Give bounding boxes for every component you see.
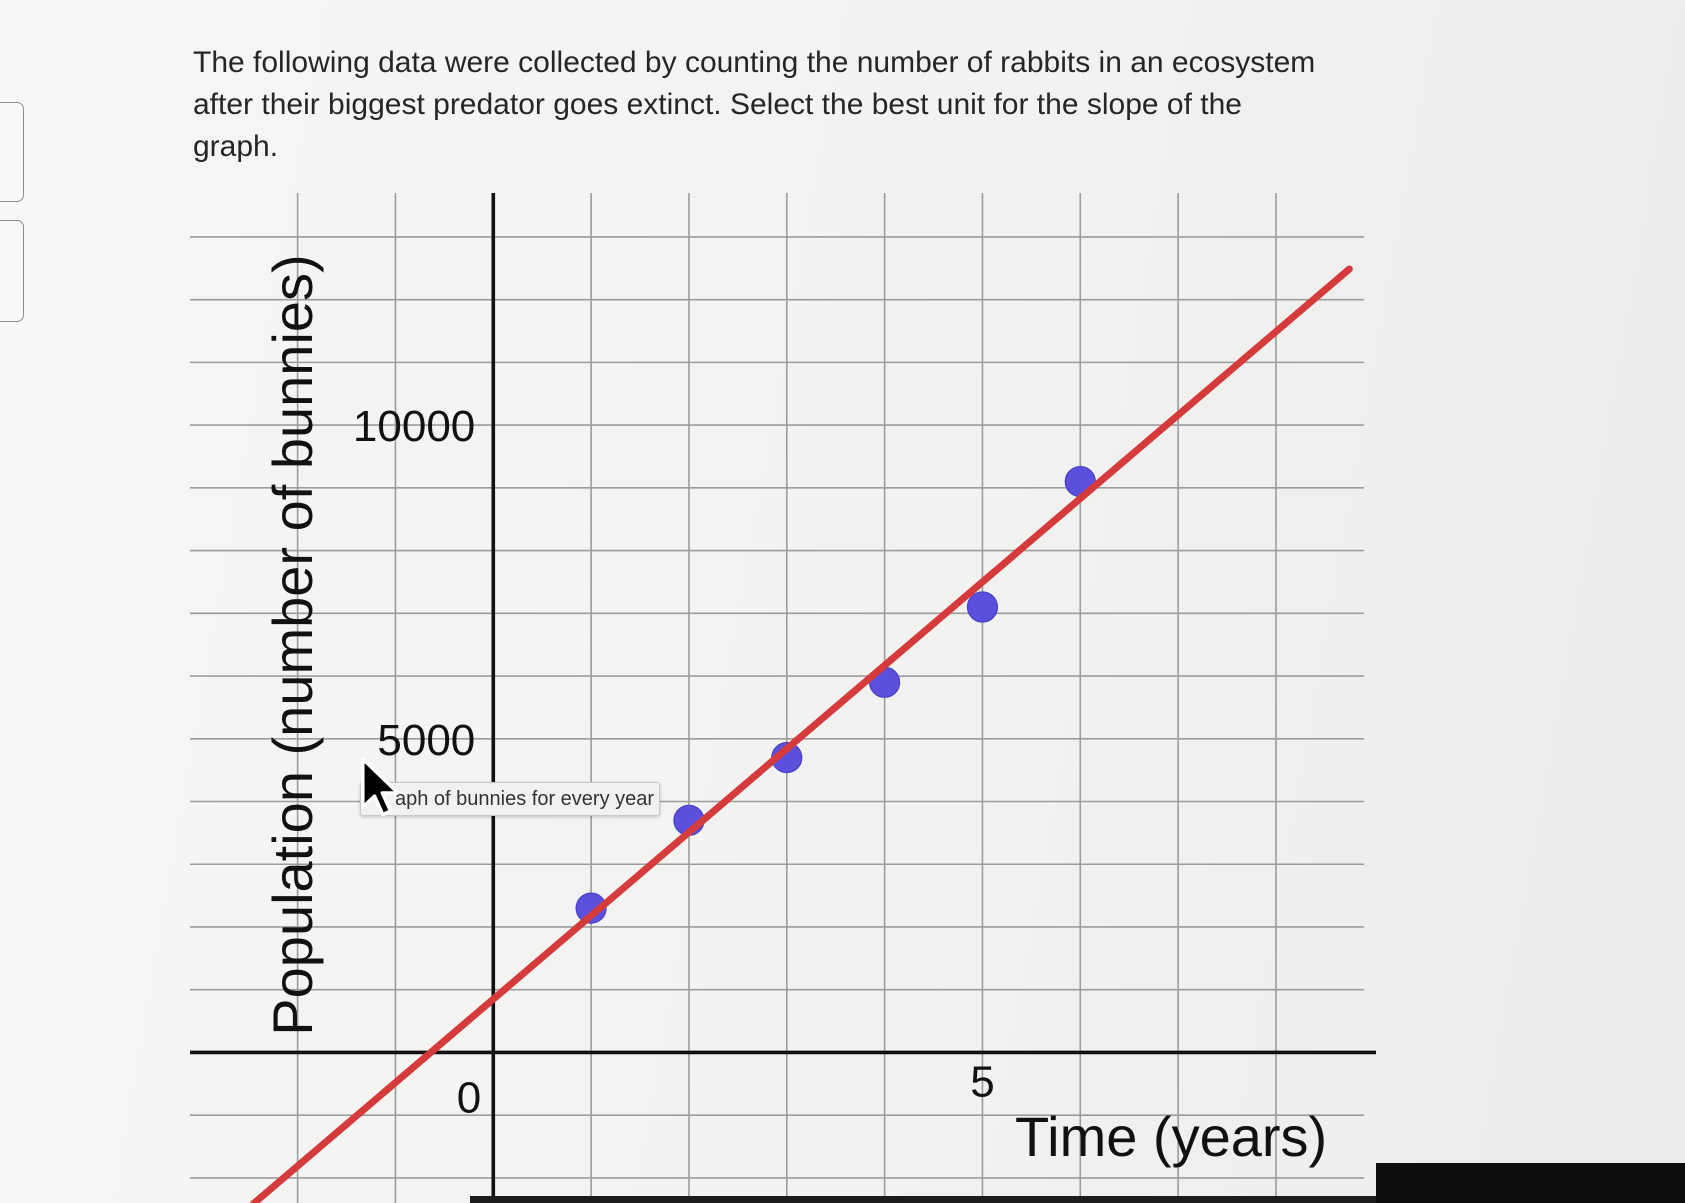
question-line: graph. [193,130,279,163]
data-points [575,465,1096,924]
x-tick-label: 5 [970,1057,994,1106]
data-point [575,892,607,924]
question-line: after their biggest predator goes extinc… [193,88,1242,121]
x-tick-label: 0 [457,1073,481,1122]
y-axis-title: Population (number of bunnies) [261,254,324,1035]
fit-line [250,265,1353,1203]
question-line: The following data were collected by cou… [193,46,1316,79]
question-text: The following data were collected by cou… [193,42,1315,168]
axes [190,193,1376,1203]
arrow-cursor-shape [361,757,400,817]
y-tick-label: 10000 [353,402,475,451]
screen-bezel [470,1163,1685,1203]
screen-bezel-edge [470,1196,1376,1203]
fit-line-layer [250,265,1353,1203]
screen-bezel-corner [1376,1163,1685,1203]
y-tick-label: 5000 [377,716,475,765]
graph-tooltip: aph of bunnies for every year [360,782,660,816]
data-point [966,591,999,623]
answer-option-box[interactable] [0,102,24,202]
tooltip-text: aph of bunnies for every year [395,788,655,810]
arrow-cursor-icon [361,757,400,817]
tick-labels: 0 5 5000 10000 [353,402,995,1122]
answer-option-box[interactable] [0,220,24,322]
x-axis-title: Time (years) [1015,1105,1327,1168]
